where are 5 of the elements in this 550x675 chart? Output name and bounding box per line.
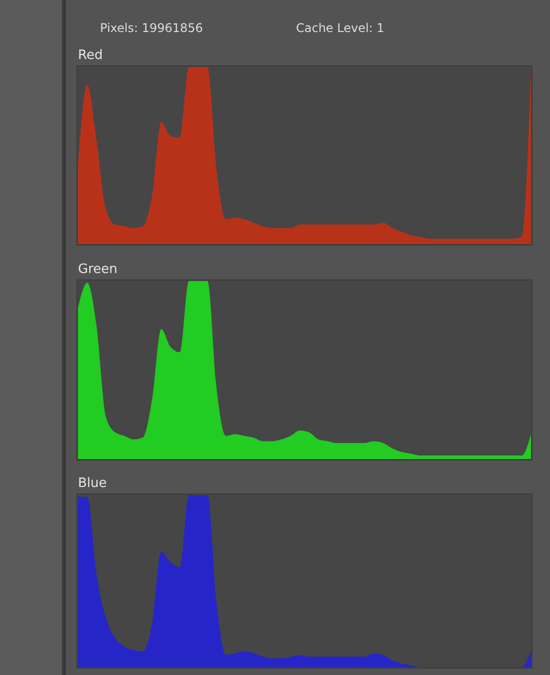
chart-title: Green [78,262,118,277]
text: Cache Level: 1 [296,21,384,35]
chart-title: Blue [78,476,107,491]
chart-title: Red [78,48,103,63]
text: Pixels: 19961856 [100,21,203,35]
